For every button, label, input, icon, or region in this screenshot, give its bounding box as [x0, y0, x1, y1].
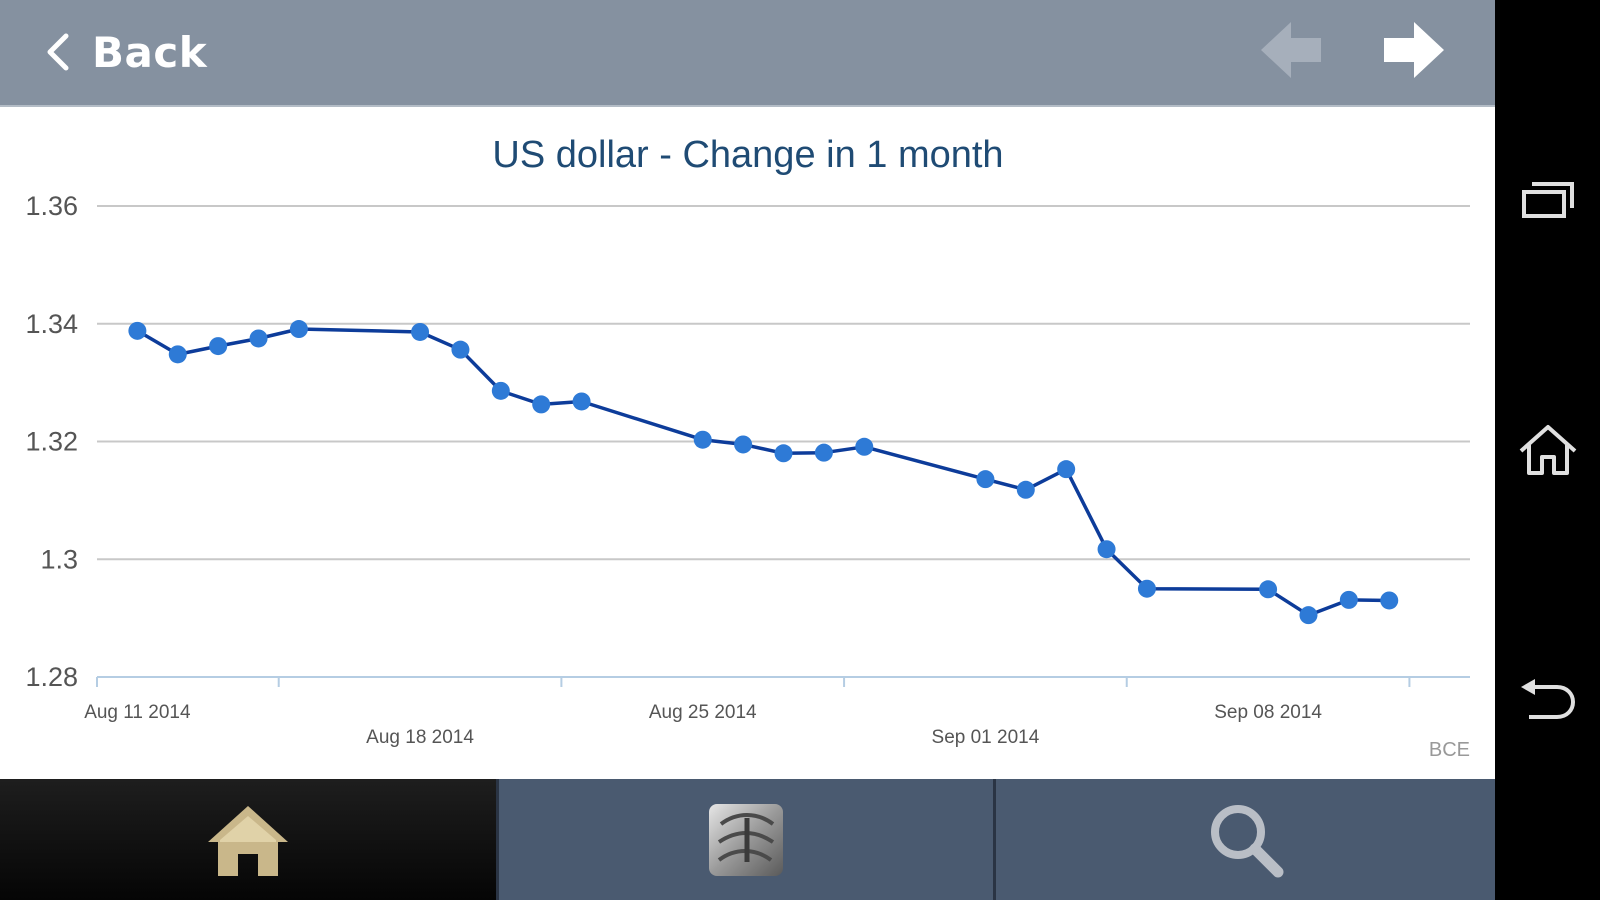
data-point [1097, 540, 1116, 559]
search-icon [1210, 804, 1283, 877]
recent-apps-icon [1521, 182, 1574, 218]
top-bar: Back [0, 0, 1495, 107]
data-point [532, 395, 551, 414]
data-point [209, 337, 228, 356]
data-point [572, 392, 591, 411]
system-home-button[interactable] [1495, 405, 1600, 495]
chart-panel: 1.28 1.3 1.32 1.34 1.36 Aug 11 2014 Aug 18 20… [0, 107, 1495, 778]
app-window: Back 1.28 1.3 1.32 1.34 1.36 Aug 11 2014 Aug … [0, 0, 1495, 900]
y-tick-label: 1.32 [25, 427, 78, 457]
y-tick-label: 1.3 [40, 544, 78, 574]
x-axis-ticks: Aug 11 2014 Aug 18 2014 Aug 25 2014 Sep 01 … [84, 677, 1411, 748]
y-tick-label: 1.34 [25, 309, 78, 339]
data-point [289, 320, 308, 339]
bottom-tab-bar [0, 779, 1495, 900]
chart-source: BCE [1429, 739, 1470, 761]
arrow-right-icon [1384, 22, 1444, 78]
x-axis [96, 676, 1470, 687]
tab-search[interactable] [993, 779, 1495, 900]
data-points [128, 320, 1399, 625]
chart-title: US dollar - Change in 1 month [492, 134, 1003, 176]
data-point [693, 430, 712, 449]
back-label: Back [92, 27, 208, 77]
tab-home[interactable] [0, 779, 496, 900]
chevron-left-icon [47, 33, 69, 71]
data-point [734, 435, 753, 454]
data-point [1259, 580, 1278, 599]
system-back-button[interactable] [1495, 655, 1600, 745]
x-tick-label: Aug 11 2014 [84, 702, 191, 723]
x-tick-label: Aug 18 2014 [366, 727, 474, 748]
data-point [1339, 590, 1358, 609]
data-point [1016, 480, 1035, 499]
home-icon [208, 805, 288, 876]
data-point [976, 470, 995, 489]
x-tick-label: Sep 08 2014 [1214, 702, 1322, 723]
data-point [491, 381, 510, 400]
y-tick-label: 1.36 [25, 191, 78, 221]
data-point [1057, 460, 1076, 479]
next-button[interactable] [1380, 18, 1446, 82]
y-axis-ticks: 1.28 1.3 1.32 1.34 1.36 [25, 191, 78, 692]
data-point [1137, 579, 1156, 598]
house-outline-icon [1519, 425, 1576, 475]
x-tick-label: Sep 01 2014 [932, 727, 1040, 748]
recent-apps-button[interactable] [1495, 155, 1600, 245]
data-point [168, 345, 187, 364]
tab-currencies[interactable] [496, 779, 993, 900]
data-point [814, 443, 833, 462]
arrow-left-icon [1261, 22, 1321, 78]
previous-button[interactable] [1259, 18, 1325, 82]
data-point [249, 329, 268, 348]
series-line [136, 327, 1390, 617]
data-point [1380, 591, 1399, 610]
x-tick-label: Aug 25 2014 [649, 702, 757, 723]
data-point [128, 321, 147, 340]
data-point [411, 322, 430, 341]
back-arrow-icon [1520, 679, 1575, 719]
system-navigation-bar [1495, 0, 1600, 900]
exchange-rate-chart: 1.28 1.3 1.32 1.34 1.36 Aug 11 2014 Aug 18 20… [25, 134, 1470, 761]
data-point [774, 444, 793, 463]
grid-lines [97, 205, 1470, 561]
currencies-icon [709, 803, 783, 876]
y-tick-label: 1.28 [25, 662, 78, 692]
data-point [855, 437, 874, 456]
back-button[interactable]: Back [44, 22, 207, 82]
data-point [1299, 606, 1318, 625]
data-point [451, 340, 470, 359]
